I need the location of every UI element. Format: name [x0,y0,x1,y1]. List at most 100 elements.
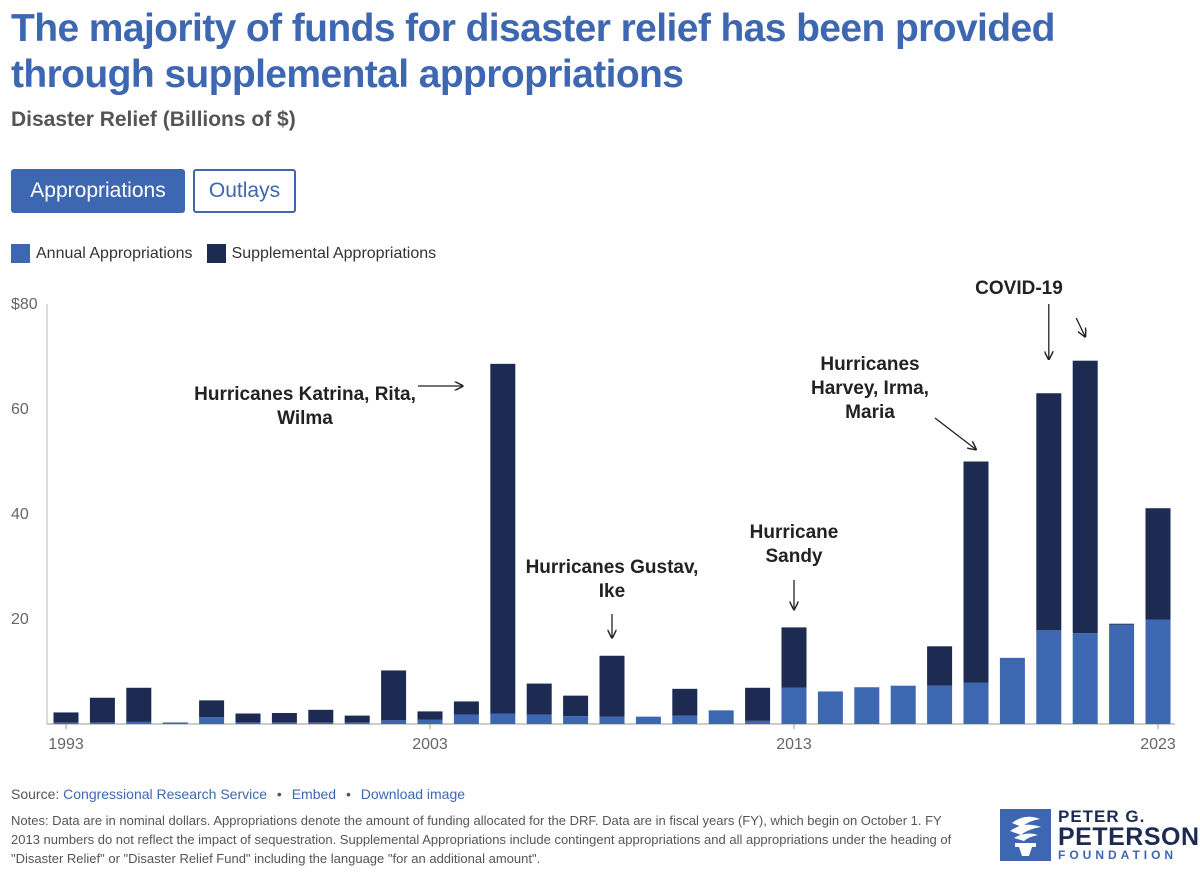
annotation-sandy-label: Sandy [765,546,822,567]
bar-annual-2009 [635,716,661,724]
source-prefix: Source: [11,786,60,802]
bar-annual-2003 [417,719,443,724]
annotation-harvey-label: Hurricanes [820,354,919,375]
annotation-katrina-label: Wilma [277,408,333,429]
annotation-covid-label: COVID-19 [975,278,1063,299]
bar-annual-2020 [1036,630,1062,724]
logo-line-2: PETERSON [1058,823,1200,851]
bar-supplemental-2022 [1109,623,1135,625]
bar-annual-2012 [745,720,771,724]
tab-appropriations[interactable]: Appropriations [11,169,185,213]
bar-annual-2015 [854,687,880,724]
bar-supplemental-2010 [672,688,698,716]
logo[interactable]: PETER G. PETERSON FOUNDATION [1000,808,1199,864]
bar-annual-2018 [963,682,989,724]
bar-supplemental-2013 [781,627,807,688]
bar-annual-2005 [490,713,516,724]
bar-annual-2021 [1072,633,1098,724]
y-tick-label: 20 [11,611,29,628]
bar-supplemental-2003 [417,711,443,720]
y-tick-label: 40 [11,506,29,523]
bar-annual-2006 [526,714,552,724]
separator-dot-icon: • [345,786,351,802]
bar-chart: 20 40 60 $80 1993 2003 2013 2023 Hurricanes Katr… [11,278,1176,753]
chart-legend: Annual Appropriations Supplemental Appro… [11,244,450,263]
source-link[interactable]: Congressional Research Service [63,786,268,802]
annotation-harvey-label: Maria [845,402,895,423]
bar-annual-1996 [162,722,188,724]
bar-annual-1993 [53,722,79,724]
bar-supplemental-1994 [89,697,115,723]
bar-supplemental-1998 [235,713,261,723]
bar-supplemental-2007 [563,695,589,717]
x-tick-label: 2003 [412,736,448,753]
bar-annual-2010 [672,715,698,724]
chart-subtitle: Disaster Relief (Billions of $) [11,108,296,131]
bar-annual-2014 [817,691,843,724]
bar-annual-2013 [781,687,807,724]
bar-supplemental-2020 [1036,393,1062,631]
separator-dot-icon: • [276,786,282,802]
bar-annual-2016 [890,685,916,724]
tab-outlays[interactable]: Outlays [193,169,296,213]
annotation-covid-arrow-2 [1075,317,1085,337]
bar-supplemental-2004 [453,701,479,715]
legend-label-supplemental: Supplemental Appropriations [231,244,437,262]
legend-swatch-annual [11,244,30,263]
bar-supplemental-2018 [963,461,989,683]
legend-item-annual[interactable]: Annual Appropriations [11,244,193,263]
bar-supplemental-2000 [308,709,334,723]
bar-supplemental-2012 [745,687,771,721]
bar-supplemental-2005 [490,363,516,714]
bar-annual-2007 [563,716,589,724]
bar-annual-2008 [599,716,625,724]
source-line: Source: Congressional Research Service •… [11,786,465,802]
embed-link[interactable]: Embed [291,786,337,802]
bar-annual-2000 [308,722,334,724]
annotation-gustav-label: Ike [599,581,625,602]
legend-item-supplemental[interactable]: Supplemental Appropriations [206,244,437,263]
y-tick-label: 60 [11,401,29,418]
y-tick-label: $80 [11,296,38,313]
x-tick-label: 1993 [48,736,84,753]
bar-supplemental-2021 [1072,360,1098,634]
bar-supplemental-2006 [526,683,552,715]
annotation-harvey-label: Harvey, Irma, [811,378,929,399]
bar-supplemental-2023 [1145,508,1171,620]
torch-logo-icon [1000,809,1051,861]
page-title: The majority of funds for disaster relie… [11,7,1055,96]
bar-supplemental-2017 [927,646,953,686]
bar-annual-2017 [927,685,953,724]
annotation-harvey-arrow [934,417,976,450]
bar-supplemental-1999 [271,712,297,723]
legend-swatch-supplemental [206,244,226,263]
bar-annual-1995 [126,721,152,724]
bar-annual-2023 [1145,619,1171,724]
bar-supplemental-2008 [599,655,625,717]
logo-wordmark: PETER G. PETERSON FOUNDATION [1058,808,1200,862]
bar-annual-2011 [708,710,734,724]
bar-annual-1998 [235,722,261,724]
download-image-link[interactable]: Download image [360,786,466,802]
logo-line-3: FOUNDATION [1058,848,1178,862]
bar-annual-1999 [271,722,297,724]
chart-notes: Notes: Data are in nominal dollars. Appr… [11,813,952,866]
bar-annual-2022 [1109,624,1135,724]
annotation-katrina-label: Hurricanes Katrina, Rita, [194,384,416,405]
bar-annual-2019 [999,657,1025,724]
x-tick-label: 2013 [776,736,812,753]
bar-supplemental-2002 [381,670,407,721]
bar-annual-2001 [344,722,370,724]
bar-supplemental-1993 [53,712,79,723]
bar-supplemental-1995 [126,687,152,722]
x-tick-label: 2023 [1140,736,1176,753]
bar-annual-1994 [89,722,115,724]
bar-annual-1997 [199,717,225,724]
bar-annual-2002 [381,720,407,724]
logo-line-1: PETER G. [1058,807,1146,826]
legend-label-annual: Annual Appropriations [36,244,193,262]
bar-supplemental-1997 [199,700,225,718]
bar-annual-2004 [453,714,479,724]
bar-supplemental-2001 [344,715,370,723]
annotation-sandy-label: Hurricane [750,522,839,543]
